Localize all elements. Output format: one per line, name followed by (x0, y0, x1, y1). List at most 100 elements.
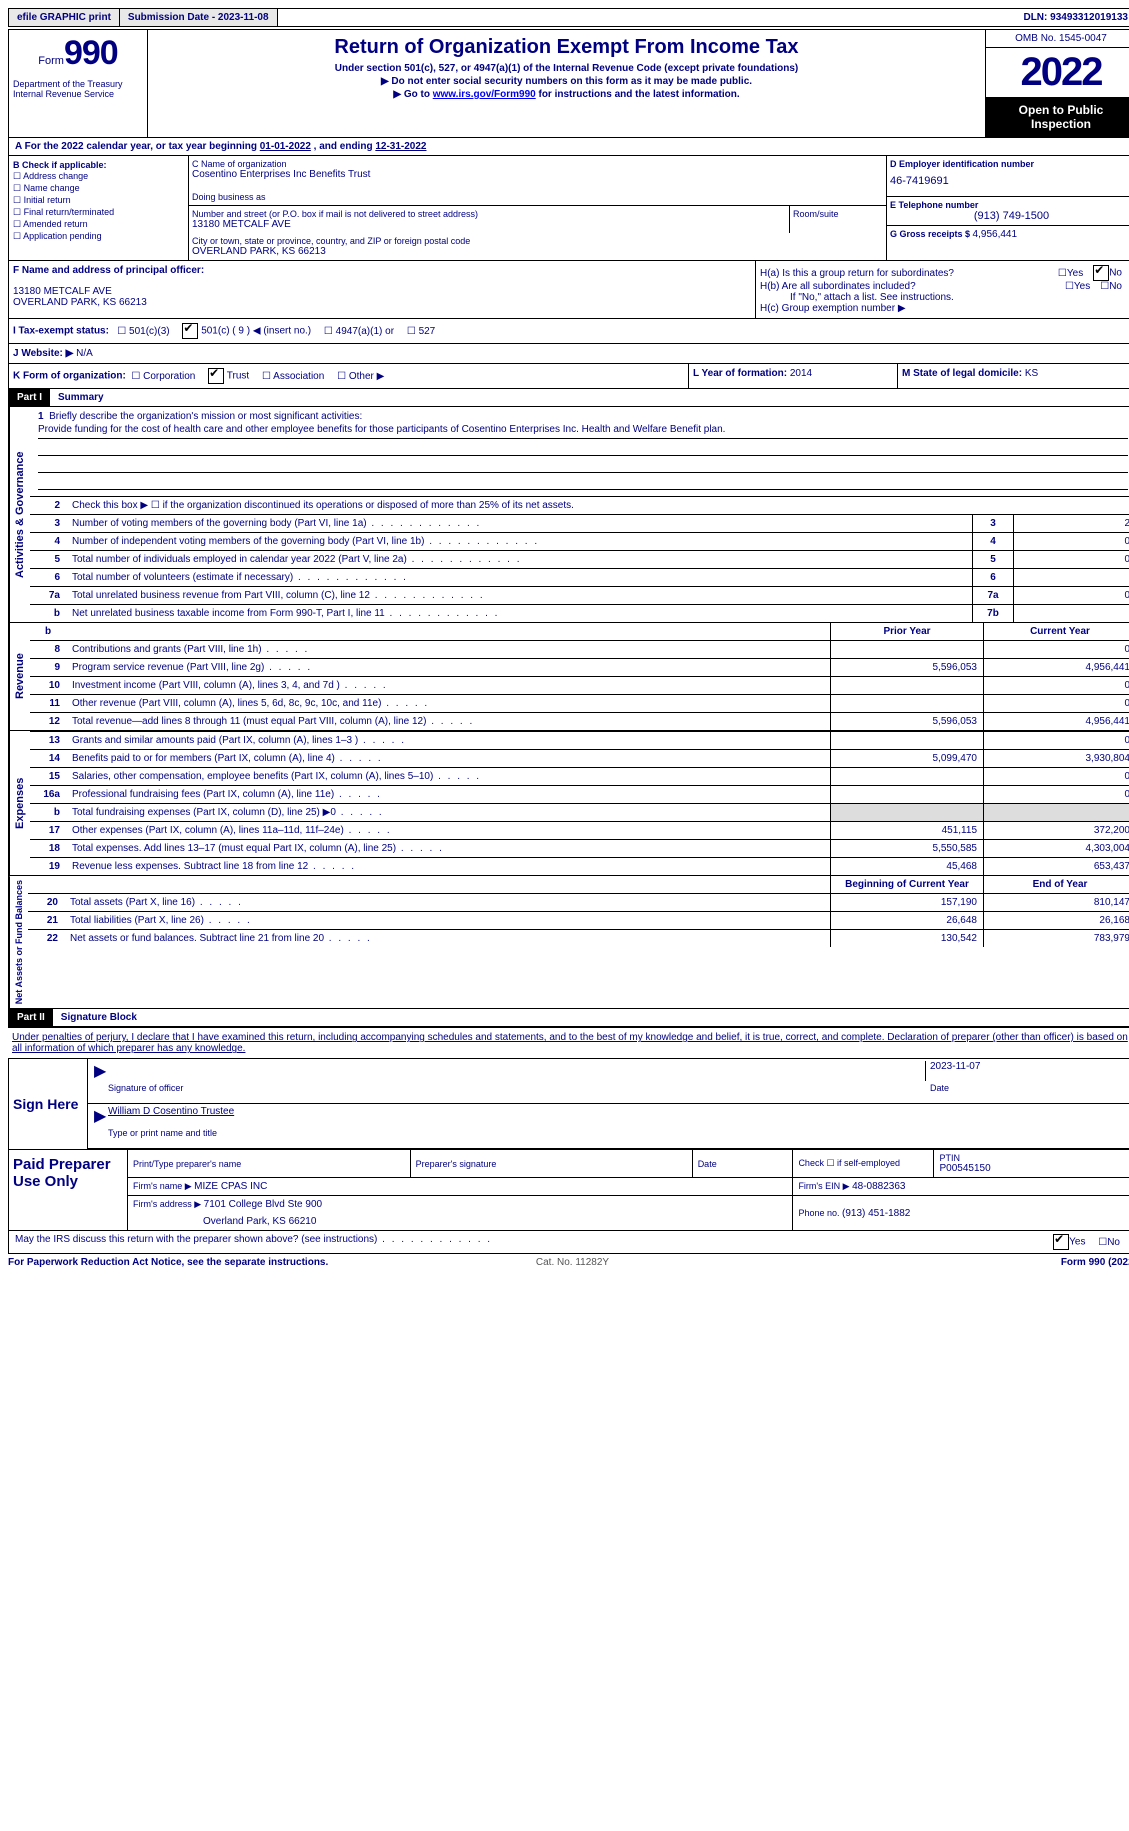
year-cell: OMB No. 1545-0047 2022 Open to Public In… (986, 30, 1129, 137)
section-i: I Tax-exempt status: ☐ 501(c)(3) 501(c) … (9, 319, 1129, 344)
chk-4947[interactable]: ☐ 4947(a)(1) or (324, 326, 394, 337)
org-name: Cosentino Enterprises Inc Benefits Trust (192, 169, 883, 180)
net-section: Net Assets or Fund Balances Beginning of… (9, 876, 1129, 1009)
part1-header: Part I Summary (9, 389, 1129, 407)
section-f: F Name and address of principal officer:… (9, 261, 756, 318)
phone-label: Phone no. (798, 1208, 842, 1218)
chk-501c3[interactable]: ☐ 501(c)(3) (117, 326, 169, 337)
hb-no[interactable]: ☐No (1100, 281, 1122, 292)
k-label: K Form of organization: (13, 371, 126, 382)
ha-yes[interactable]: ☐Yes (1058, 268, 1083, 279)
hdr-prior: Prior Year (831, 623, 984, 641)
form-990-page: Form990 Department of the Treasury Inter… (8, 29, 1129, 1028)
top-toolbar: efile GRAPHIC print Submission Date - 20… (8, 8, 1129, 27)
form-number: 990 (64, 34, 118, 72)
table-row: 17Other expenses (Part IX, column (A), l… (30, 822, 1129, 840)
table-row: 3Number of voting members of the governi… (30, 515, 1129, 533)
section-bcd: B Check if applicable: ☐ Address change … (9, 156, 1129, 261)
table-row: 21Total liabilities (Part X, line 26)26,… (28, 912, 1129, 930)
chk-527[interactable]: ☐ 527 (407, 326, 435, 337)
section-j: J Website: ▶ N/A (9, 344, 1129, 364)
chk-assoc[interactable]: ☐ Association (262, 371, 324, 382)
hdr-beg: Beginning of Current Year (831, 876, 984, 894)
instr-goto: ▶ Go to www.irs.gov/Form990 for instruct… (156, 89, 977, 100)
firm-addr2: Overland Park, KS 66210 (133, 1216, 787, 1227)
tel-label: E Telephone number (890, 200, 1129, 210)
ptin-value: P00545150 (939, 1163, 1129, 1174)
form-title-cell: Return of Organization Exempt From Incom… (148, 30, 986, 137)
date-label: Date (926, 1083, 1129, 1101)
department-text: Department of the Treasury Internal Reve… (13, 79, 143, 99)
chk-name-change[interactable]: ☐ Name change (13, 183, 184, 194)
l-value: 2014 (790, 368, 812, 379)
phone-value: (913) 451-1882 (842, 1208, 910, 1219)
org-name-label: C Name of organization (192, 159, 883, 169)
form-title: Return of Organization Exempt From Incom… (156, 36, 977, 59)
hc-label: H(c) Group exemption number ▶ (760, 303, 1129, 314)
rev-section: Revenue bPrior YearCurrent Year 8Contrib… (9, 623, 1129, 731)
hdr-curr: Current Year (984, 623, 1129, 641)
f-addr1: 13180 METCALF AVE (13, 286, 751, 297)
prep-date-label: Date (698, 1159, 788, 1169)
instr-ssn: ▶ Do not enter social security numbers o… (156, 76, 977, 87)
trustee-name: William D Cosentino Trustee (108, 1106, 1129, 1126)
arrow-icon: ▶ (94, 1106, 108, 1126)
form-header: Form990 Department of the Treasury Inter… (9, 30, 1129, 138)
j-label: J Website: ▶ (13, 348, 73, 359)
firm-ein: 48-0882363 (852, 1181, 905, 1192)
section-fh: F Name and address of principal officer:… (9, 261, 1129, 319)
chk-other[interactable]: ☐ Other ▶ (337, 371, 384, 382)
chk-trust[interactable]: Trust (208, 368, 249, 384)
form-subtitle: Under section 501(c), 527, or 4947(a)(1)… (156, 63, 977, 74)
ein-value: 46-7419691 (890, 169, 1129, 193)
room-block: Room/suite (790, 206, 886, 233)
section-h: H(a) Is this a group return for subordin… (756, 261, 1129, 318)
street-block: Number and street (or P.O. box if mail i… (189, 206, 790, 233)
footer-right: Form 990 (2022) (761, 1257, 1129, 1268)
sig-officer-label: Signature of officer (108, 1083, 926, 1101)
discuss-no[interactable]: ☐No (1098, 1237, 1120, 1248)
chk-501c[interactable]: 501(c) ( 9 ) ◀ (insert no.) (182, 323, 311, 339)
q2: Check this box ▶ ☐ if the organization d… (66, 497, 1129, 515)
hb-label: H(b) Are all subordinates included? (760, 281, 1065, 292)
tab-gov: Activities & Governance (9, 407, 30, 622)
section-c: C Name of organization Cosentino Enterpr… (189, 156, 886, 260)
firm-name: MIZE CPAS INC (194, 1181, 267, 1192)
street-value: 13180 METCALF AVE (192, 219, 786, 230)
room-label: Room/suite (793, 209, 883, 219)
perjury-text: Under penalties of perjury, I declare th… (8, 1028, 1129, 1058)
section-l: L Year of formation: 2014 (689, 364, 898, 388)
hb-yes[interactable]: ☐Yes (1065, 281, 1090, 292)
irs-link[interactable]: www.irs.gov/Form990 (433, 89, 536, 100)
f-addr2: OVERLAND PARK, KS 66213 (13, 297, 751, 308)
ein-block: D Employer identification number 46-7419… (887, 156, 1129, 197)
hb-note: If "No," attach a list. See instructions… (760, 292, 1129, 303)
discuss-row: May the IRS discuss this return with the… (8, 1231, 1129, 1254)
chk-corp[interactable]: ☐ Corporation (131, 371, 195, 382)
table-row: bTotal fundraising expenses (Part IX, co… (30, 804, 1129, 822)
org-name-block: C Name of organization Cosentino Enterpr… (189, 156, 886, 206)
hdr-end: End of Year (984, 876, 1129, 894)
table-row: 7aTotal unrelated business revenue from … (30, 587, 1129, 605)
ha-no[interactable]: No (1093, 265, 1122, 281)
exp-section: Expenses 13Grants and similar amounts pa… (9, 731, 1129, 876)
city-block: City or town, state or province, country… (189, 233, 886, 260)
chk-initial-return[interactable]: ☐ Initial return (13, 195, 184, 206)
chk-final-return[interactable]: ☐ Final return/terminated (13, 207, 184, 218)
i-label: I Tax-exempt status: (13, 326, 109, 337)
footer-left: For Paperwork Reduction Act Notice, see … (8, 1257, 384, 1268)
self-employed-check[interactable]: Check ☐ if self-employed (793, 1150, 934, 1178)
exp-table: 13Grants and similar amounts paid (Part … (30, 731, 1129, 875)
footer-cat: Cat. No. 11282Y (384, 1257, 760, 1268)
tab-exp: Expenses (9, 731, 30, 875)
table-row: 20Total assets (Part X, line 16)157,1908… (28, 894, 1129, 912)
chk-address-change[interactable]: ☐ Address change (13, 171, 184, 182)
discuss-yes[interactable]: Yes (1053, 1234, 1085, 1250)
efile-print-btn[interactable]: efile GRAPHIC print (9, 9, 120, 26)
chk-amended-return[interactable]: ☐ Amended return (13, 219, 184, 230)
addr-row: Number and street (or P.O. box if mail i… (189, 206, 886, 233)
mission-text: Provide funding for the cost of health c… (38, 424, 1128, 439)
chk-application-pending[interactable]: ☐ Application pending (13, 231, 184, 242)
table-row: 4Number of independent voting members of… (30, 533, 1129, 551)
net-table: Beginning of Current YearEnd of Year 20T… (28, 876, 1129, 947)
